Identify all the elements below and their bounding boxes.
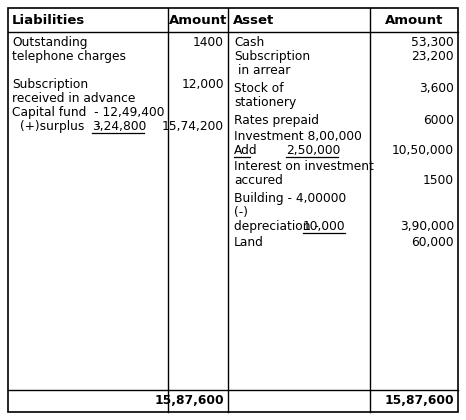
Text: 10,50,000: 10,50,000 bbox=[392, 144, 454, 157]
Text: telephone charges: telephone charges bbox=[12, 50, 126, 63]
Text: Stock of: Stock of bbox=[234, 82, 284, 95]
Text: in arrear: in arrear bbox=[238, 64, 290, 77]
Text: 60,000: 60,000 bbox=[411, 236, 454, 249]
Text: Amount: Amount bbox=[385, 13, 443, 26]
Text: 23,200: 23,200 bbox=[411, 50, 454, 63]
Text: depreciation -: depreciation - bbox=[234, 220, 323, 233]
Text: Capital fund  - 12,49,400: Capital fund - 12,49,400 bbox=[12, 106, 164, 119]
Text: received in advance: received in advance bbox=[12, 92, 136, 105]
Text: 53,300: 53,300 bbox=[411, 36, 454, 49]
Text: Subscription: Subscription bbox=[234, 50, 310, 63]
Text: Outstanding: Outstanding bbox=[12, 36, 88, 49]
Text: 3,24,800: 3,24,800 bbox=[92, 120, 146, 133]
Text: (+)surplus   -: (+)surplus - bbox=[20, 120, 101, 133]
Text: 2,50,000: 2,50,000 bbox=[286, 144, 340, 157]
Text: accured: accured bbox=[234, 174, 283, 187]
Text: 3,600: 3,600 bbox=[419, 82, 454, 95]
Text: Cash: Cash bbox=[234, 36, 264, 49]
Text: Interest on investment: Interest on investment bbox=[234, 160, 374, 173]
Text: Investment 8,00,000: Investment 8,00,000 bbox=[234, 130, 362, 143]
Text: 10,000: 10,000 bbox=[303, 220, 346, 233]
Text: 15,74,200: 15,74,200 bbox=[162, 120, 224, 133]
Text: (-): (-) bbox=[234, 206, 248, 219]
Text: Add: Add bbox=[234, 144, 258, 157]
Text: Asset: Asset bbox=[233, 13, 274, 26]
Text: 15,87,600: 15,87,600 bbox=[154, 394, 224, 407]
Text: Rates prepaid: Rates prepaid bbox=[234, 114, 319, 127]
Text: 3,90,000: 3,90,000 bbox=[400, 220, 454, 233]
Text: Amount: Amount bbox=[169, 13, 227, 26]
Text: Land: Land bbox=[234, 236, 264, 249]
Text: Subscription: Subscription bbox=[12, 78, 88, 91]
Text: 12,000: 12,000 bbox=[181, 78, 224, 91]
Text: Building - 4,00000: Building - 4,00000 bbox=[234, 192, 346, 205]
Text: Liabilities: Liabilities bbox=[12, 13, 85, 26]
Text: 1500: 1500 bbox=[423, 174, 454, 187]
Text: 6000: 6000 bbox=[423, 114, 454, 127]
Text: 15,87,600: 15,87,600 bbox=[384, 394, 454, 407]
Text: stationery: stationery bbox=[234, 96, 296, 109]
Text: 1400: 1400 bbox=[193, 36, 224, 49]
